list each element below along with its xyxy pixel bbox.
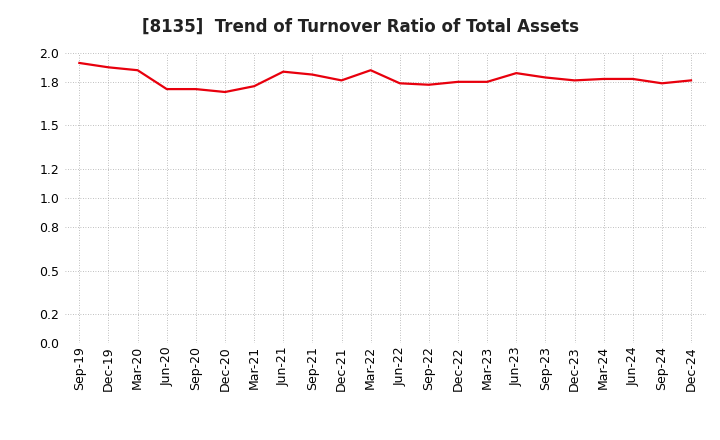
Text: [8135]  Trend of Turnover Ratio of Total Assets: [8135] Trend of Turnover Ratio of Total … — [142, 18, 578, 36]
